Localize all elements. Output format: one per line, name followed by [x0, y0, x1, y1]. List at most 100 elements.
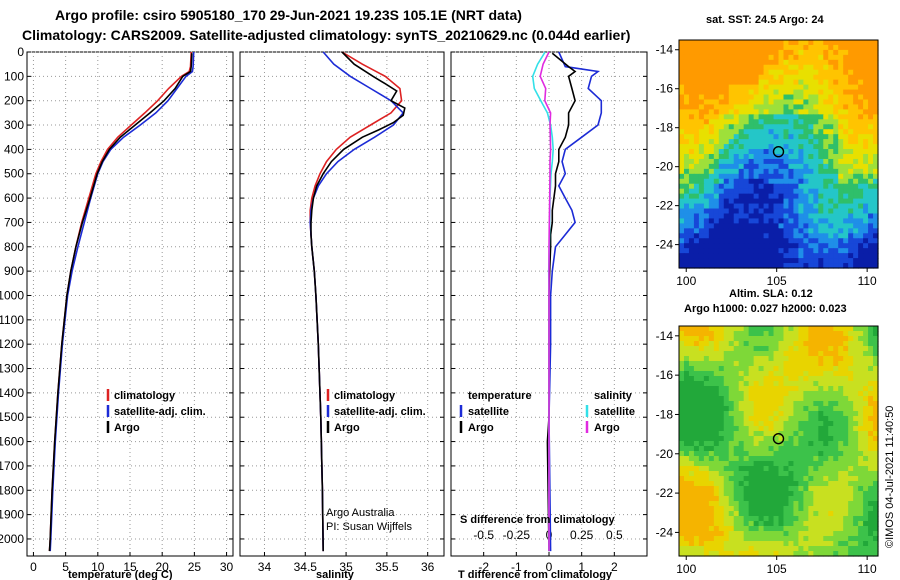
- map-cell: [768, 486, 775, 492]
- map-cell: [863, 233, 869, 239]
- map-cell: [838, 391, 844, 397]
- map-cell: [683, 491, 690, 497]
- map-cell: [813, 258, 819, 264]
- series-t-satellite: [548, 51, 603, 552]
- map-cell: [773, 331, 780, 337]
- map-cell: [723, 59, 730, 66]
- map-cell: [683, 476, 690, 482]
- map-cell: [743, 124, 750, 130]
- map-cell: [723, 346, 730, 352]
- map-cell: [758, 129, 765, 135]
- map-cell: [863, 223, 869, 229]
- map-cell: [733, 263, 740, 269]
- map-cell: [698, 154, 705, 160]
- map-cell: [718, 516, 725, 522]
- map-cell: [733, 139, 740, 145]
- map-cell: [863, 416, 869, 422]
- map-cell: [868, 158, 874, 165]
- map-cell: [773, 223, 780, 229]
- map-cell: [848, 476, 854, 482]
- map-cell: [679, 356, 685, 362]
- map-cell: [698, 421, 705, 427]
- map-cell: [858, 436, 864, 442]
- map-cell: [693, 496, 700, 502]
- map-cell: [813, 119, 819, 125]
- map-cell: [778, 356, 785, 362]
- map-cell: [713, 124, 720, 130]
- map-cell: [863, 386, 869, 392]
- map-cell: [698, 149, 705, 155]
- map-cell: [803, 119, 809, 125]
- map-cell: [868, 501, 874, 507]
- map-cell: [688, 496, 695, 502]
- map-cell: [823, 139, 829, 145]
- map-cell: [733, 526, 740, 532]
- map-cell: [723, 391, 730, 397]
- map-cell: [708, 446, 715, 452]
- map-cell: [783, 124, 790, 130]
- map-cell: [863, 109, 869, 115]
- map-cell: [833, 516, 839, 522]
- map-cell: [728, 476, 735, 482]
- map-cell: [743, 228, 750, 234]
- map-cell: [813, 326, 819, 332]
- map-cell: [798, 238, 804, 244]
- map-cell: [733, 183, 740, 190]
- map-cell: [783, 223, 790, 229]
- map-cell: [783, 401, 790, 407]
- x-tick-label: 20: [156, 560, 170, 574]
- map-cell: [748, 396, 755, 402]
- map-cell: [783, 531, 790, 537]
- map-cell: [718, 109, 725, 115]
- map-cell: [823, 341, 829, 347]
- map-cell: [679, 391, 685, 397]
- map-cell: [748, 144, 755, 150]
- map-cell: [848, 526, 854, 532]
- map-cell: [748, 218, 755, 224]
- map-cell: [728, 223, 735, 229]
- map-cell: [758, 421, 765, 427]
- map-cell: [753, 341, 760, 347]
- map-cell: [693, 366, 700, 372]
- map-cell: [713, 54, 720, 61]
- map-cell: [788, 40, 795, 46]
- map-cell: [823, 158, 829, 165]
- map-cell: [758, 416, 765, 422]
- map-cell: [793, 326, 799, 332]
- map-cell: [688, 411, 695, 417]
- map-cell: [748, 536, 755, 542]
- map-cell: [853, 461, 859, 467]
- map-cell: [758, 406, 765, 412]
- map-cell: [808, 531, 814, 537]
- map-cell: [679, 546, 685, 552]
- map-cell: [778, 406, 785, 412]
- map-cell: [768, 326, 775, 332]
- map-cell: [823, 391, 829, 397]
- map-cell: [718, 471, 725, 477]
- map-cell: [753, 516, 760, 522]
- map-cell: [808, 114, 814, 120]
- map-cell: [703, 486, 710, 492]
- map-cell: [833, 521, 839, 527]
- map-cell: [848, 376, 854, 382]
- map-cell: [683, 551, 690, 557]
- map-cell: [738, 124, 745, 130]
- map-cell: [723, 188, 730, 195]
- map-cell: [773, 94, 780, 101]
- map-cell: [758, 411, 765, 417]
- map-cell: [728, 134, 735, 140]
- map-cell: [679, 371, 685, 377]
- map-cell: [738, 396, 745, 402]
- map-cell: [788, 351, 795, 357]
- map-cell: [703, 431, 710, 437]
- map-cell: [868, 203, 874, 210]
- map-cell: [858, 213, 864, 220]
- map-cell: [768, 441, 775, 447]
- x-tick-label: 35: [339, 560, 353, 574]
- map-cell: [768, 356, 775, 362]
- map-cell: [803, 89, 809, 96]
- map-cell: [683, 89, 690, 96]
- map-cell: [863, 203, 869, 210]
- map-cell: [793, 456, 799, 462]
- map-cell: [708, 451, 715, 457]
